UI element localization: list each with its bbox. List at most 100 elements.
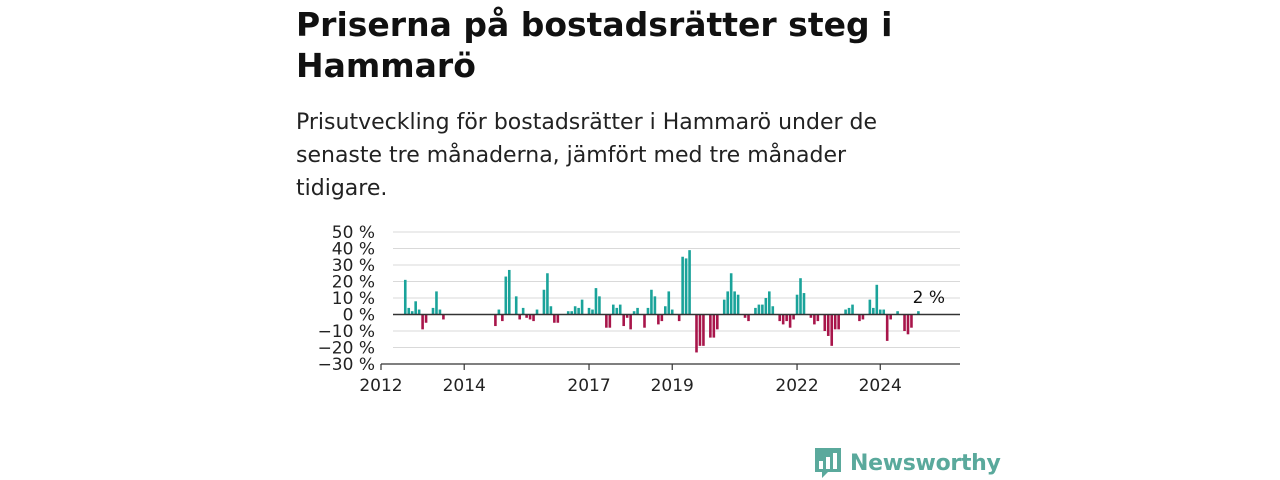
y-tick-label: 10 % bbox=[332, 289, 375, 309]
bar bbox=[917, 311, 920, 315]
bar bbox=[851, 304, 854, 315]
bar bbox=[570, 311, 573, 315]
bar bbox=[872, 307, 875, 315]
bar bbox=[799, 278, 802, 315]
bar bbox=[403, 279, 407, 315]
bar bbox=[747, 314, 750, 322]
bar bbox=[882, 309, 886, 315]
bar bbox=[598, 296, 601, 315]
bar bbox=[733, 291, 736, 315]
bar bbox=[587, 307, 591, 315]
bar bbox=[553, 314, 556, 323]
bar bbox=[695, 314, 698, 353]
bar bbox=[889, 314, 892, 320]
bar bbox=[702, 314, 705, 346]
bar bbox=[657, 314, 660, 325]
bar bbox=[442, 314, 445, 320]
bar bbox=[643, 314, 646, 328]
bar bbox=[910, 314, 913, 328]
bar bbox=[764, 298, 768, 315]
bar bbox=[636, 307, 639, 315]
bar bbox=[802, 293, 806, 315]
bar bbox=[858, 314, 861, 322]
bar bbox=[677, 314, 681, 322]
bar bbox=[497, 309, 501, 315]
bars bbox=[403, 250, 920, 353]
bar bbox=[729, 273, 733, 315]
bar bbox=[826, 314, 830, 336]
bar bbox=[514, 296, 518, 315]
y-tick-label: 20 % bbox=[332, 273, 375, 293]
bar bbox=[573, 306, 577, 315]
bar bbox=[667, 291, 671, 315]
y-tick-label: 30 % bbox=[332, 256, 375, 276]
bar bbox=[431, 307, 435, 315]
bar bbox=[650, 289, 653, 315]
bar bbox=[698, 314, 702, 346]
bar bbox=[528, 314, 532, 320]
bar bbox=[521, 307, 525, 315]
bar bbox=[712, 314, 716, 338]
bar bbox=[778, 314, 782, 322]
bar bbox=[681, 256, 684, 315]
x-tick-label: 2017 bbox=[567, 376, 610, 396]
bar bbox=[830, 314, 834, 346]
bar bbox=[664, 306, 667, 315]
bar bbox=[591, 309, 594, 315]
bar bbox=[809, 314, 813, 318]
bar bbox=[504, 276, 508, 315]
bar bbox=[823, 314, 827, 331]
bar bbox=[785, 314, 788, 322]
newsworthy-logo-icon bbox=[815, 448, 841, 478]
bar bbox=[716, 314, 719, 330]
gridlines bbox=[393, 231, 960, 365]
bar bbox=[615, 307, 619, 315]
bar bbox=[535, 309, 539, 315]
bar bbox=[768, 291, 771, 315]
labels: 50 %40 %30 %20 %10 %0 %−10 %−20 %−30 %20… bbox=[318, 223, 945, 396]
bar bbox=[726, 291, 730, 315]
bar bbox=[625, 314, 629, 318]
bar bbox=[594, 288, 598, 315]
chart-title: Priserna på bostadsrätter steg i Hammarö bbox=[296, 5, 893, 85]
bar bbox=[754, 307, 757, 315]
bar bbox=[816, 314, 820, 322]
bar bbox=[743, 314, 747, 318]
bar bbox=[546, 273, 549, 315]
bar bbox=[608, 314, 612, 328]
bar bbox=[407, 307, 411, 315]
bar bbox=[424, 314, 428, 323]
bar bbox=[556, 314, 560, 323]
y-tick-label: −20 % bbox=[318, 339, 375, 359]
x-tick-label: 2012 bbox=[359, 376, 402, 396]
bar bbox=[736, 294, 740, 315]
bar bbox=[653, 296, 657, 315]
y-tick-label: 50 % bbox=[332, 223, 375, 243]
bar bbox=[781, 314, 785, 325]
bar bbox=[885, 314, 889, 341]
bar bbox=[684, 258, 688, 315]
bar bbox=[861, 314, 865, 320]
chart-subtitle: Prisutveckling för bostadsrätter i Hamma… bbox=[296, 110, 878, 201]
bar bbox=[903, 314, 906, 331]
bar bbox=[795, 294, 799, 315]
bar bbox=[875, 284, 879, 315]
brand-name: Newsworthy bbox=[850, 450, 1001, 476]
bar bbox=[507, 269, 511, 315]
bar bbox=[622, 314, 625, 327]
bar bbox=[896, 311, 899, 315]
bar bbox=[688, 250, 691, 315]
bar bbox=[417, 309, 421, 315]
y-tick-label: −10 % bbox=[318, 322, 375, 342]
bar bbox=[761, 304, 764, 315]
bar bbox=[501, 314, 504, 322]
bar bbox=[518, 314, 521, 320]
bar bbox=[618, 304, 622, 315]
bar bbox=[709, 314, 712, 338]
bar bbox=[878, 309, 882, 315]
bar bbox=[421, 314, 424, 330]
bar bbox=[414, 301, 417, 315]
bar bbox=[580, 299, 584, 315]
newsworthy-brand: Newsworthy bbox=[814, 446, 1001, 480]
